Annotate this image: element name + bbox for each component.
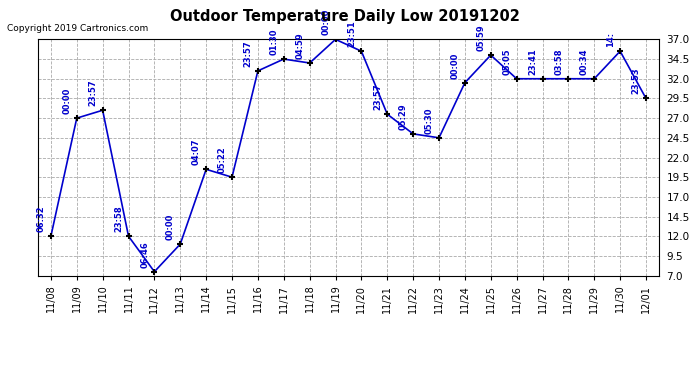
Text: 05:30: 05:30 bbox=[425, 107, 434, 134]
Text: 05:29: 05:29 bbox=[399, 103, 408, 130]
Point bbox=[46, 233, 57, 239]
Point bbox=[408, 131, 419, 137]
Text: Outdoor Temperature Daily Low 20191202: Outdoor Temperature Daily Low 20191202 bbox=[170, 9, 520, 24]
Text: Copyright 2019 Cartronics.com: Copyright 2019 Cartronics.com bbox=[7, 24, 148, 33]
Text: 00:00: 00:00 bbox=[166, 214, 175, 240]
Point bbox=[511, 76, 522, 82]
Text: 01:30: 01:30 bbox=[270, 28, 279, 55]
Point bbox=[433, 135, 444, 141]
Text: 04:07: 04:07 bbox=[192, 139, 201, 165]
Point bbox=[563, 76, 574, 82]
Point bbox=[382, 111, 393, 117]
Point bbox=[253, 68, 264, 74]
Point bbox=[356, 48, 367, 54]
Text: 00:00: 00:00 bbox=[322, 9, 331, 35]
Text: 05:59: 05:59 bbox=[477, 24, 486, 51]
Text: 14:: 14: bbox=[606, 32, 615, 47]
Text: 04:59: 04:59 bbox=[295, 32, 304, 59]
Point bbox=[226, 174, 237, 180]
Text: 23:41: 23:41 bbox=[529, 48, 538, 75]
Text: 00:00: 00:00 bbox=[63, 88, 72, 114]
Point bbox=[97, 107, 108, 113]
Point bbox=[460, 80, 471, 86]
Point bbox=[485, 52, 496, 58]
Text: 00:34: 00:34 bbox=[580, 48, 589, 75]
Text: 23:51: 23:51 bbox=[347, 20, 356, 47]
Point bbox=[640, 96, 651, 102]
Point bbox=[149, 268, 160, 274]
Point bbox=[304, 60, 315, 66]
Point bbox=[201, 166, 212, 172]
Point bbox=[175, 241, 186, 247]
Text: 23:57: 23:57 bbox=[373, 83, 382, 110]
Point bbox=[123, 233, 134, 239]
Text: 23:53: 23:53 bbox=[632, 68, 641, 94]
Point bbox=[71, 115, 82, 121]
Point bbox=[537, 76, 548, 82]
Text: 23:58: 23:58 bbox=[115, 206, 124, 232]
Text: 05:05: 05:05 bbox=[502, 48, 511, 75]
Text: 00:00: 00:00 bbox=[451, 52, 460, 78]
Text: 23:57: 23:57 bbox=[244, 40, 253, 67]
Text: 23:57: 23:57 bbox=[88, 80, 97, 106]
Point bbox=[278, 56, 289, 62]
Text: 05:22: 05:22 bbox=[218, 146, 227, 173]
Point bbox=[589, 76, 600, 82]
Text: Temperature  (°F): Temperature (°F) bbox=[532, 21, 638, 31]
Point bbox=[615, 48, 626, 54]
Text: 06:46: 06:46 bbox=[140, 241, 149, 267]
Text: 06:32: 06:32 bbox=[37, 206, 46, 232]
Point bbox=[330, 36, 341, 42]
Text: 03:58: 03:58 bbox=[554, 48, 563, 75]
